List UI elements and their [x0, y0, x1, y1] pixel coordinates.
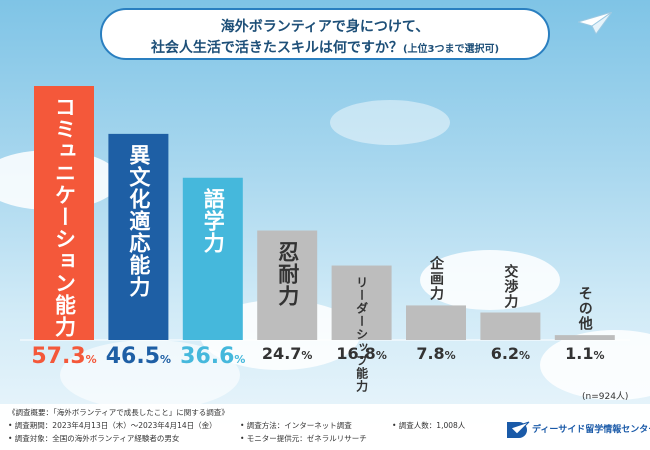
- survey-period: • 調査期間：2023年4月13日（木）〜2023年4月14日（金）: [8, 421, 217, 430]
- chart-title-line2: 社会人生活で活きたスキルは何ですか？(上位3つまで選択可): [102, 37, 548, 57]
- chart-title-line1: 海外ボランティアで身につけて、: [220, 19, 430, 35]
- bar-7: [480, 312, 541, 340]
- chart-title-subtitle: (上位3つまで選択可): [402, 44, 500, 55]
- bar-value-label: 7.8%: [396, 344, 476, 363]
- value-number: 7.8: [416, 344, 445, 363]
- bar-value-label: 6.2%: [470, 344, 550, 363]
- value-number: 46.5: [105, 344, 161, 369]
- bar-value-label: 1.1%: [545, 344, 625, 363]
- value-number: 36.6: [180, 344, 235, 369]
- bar-category-label: 異文化適応能力: [126, 143, 151, 298]
- value-unit: %: [519, 349, 531, 362]
- value-number: 57.3: [31, 344, 86, 369]
- bar-category-label: コミュニケーション能力: [52, 96, 77, 338]
- survey-heading: 《調査概要：「海外ボランティアで成長したこと」に関する調査》: [8, 408, 229, 417]
- value-unit: %: [301, 349, 313, 362]
- bar-3: [182, 177, 243, 340]
- value-number: 16.8: [336, 344, 376, 363]
- bar-value-label: 16.8%: [322, 344, 402, 363]
- chart-title-line2-main: 社会人生活で活きたスキルは何ですか？: [150, 40, 403, 56]
- bar-category-label: その他: [576, 286, 593, 332]
- bar-4: [257, 230, 318, 340]
- bar-category-label: 企画力: [428, 256, 444, 302]
- value-unit: %: [593, 349, 605, 362]
- bar-6: [406, 305, 466, 340]
- chart-title-box: 海外ボランティアで身につけて、 社会人生活で活きたスキルは何ですか？(上位3つま…: [100, 8, 550, 60]
- value-number: 6.2: [490, 344, 520, 363]
- value-unit: %: [160, 353, 172, 366]
- value-number: 1.1: [565, 344, 594, 363]
- paper-plane-icon: [578, 12, 612, 34]
- bar-category-label: 忍耐力: [275, 240, 300, 307]
- survey-count: • 調査人数：1,008人: [392, 421, 466, 430]
- value-number: 24.7: [261, 344, 302, 363]
- brand-logo-icon: [507, 421, 530, 438]
- bar-value-label: 36.6%: [173, 344, 253, 369]
- bar-5: [331, 265, 392, 340]
- bar-8: [554, 335, 615, 340]
- survey-provider: • モニター提供元：ゼネラルリサーチ: [240, 434, 367, 443]
- value-unit: %: [375, 349, 387, 362]
- bar-value-label: 46.5%: [98, 344, 178, 369]
- bar-chart: [34, 86, 615, 340]
- sample-size-note: (n=924人): [582, 392, 629, 402]
- bar-category-label: 語学力: [201, 187, 226, 254]
- value-unit: %: [444, 349, 456, 362]
- survey-method: • 調査方法：インターネット調査: [240, 421, 352, 430]
- bar-2: [108, 133, 169, 340]
- bar-1: [34, 86, 94, 340]
- survey-footer: 《調査概要：「海外ボランティアで成長したこと」に関する調査》 • 調査期間：20…: [0, 404, 650, 450]
- value-unit: %: [234, 353, 246, 366]
- bar-category-label: 交渉力: [502, 263, 519, 309]
- survey-target: • 調査対象：全国の海外ボランティア経験者の男女: [8, 434, 180, 443]
- bar-category-label: リーダーシップ能力: [354, 275, 369, 393]
- bar-value-label: 57.3%: [24, 344, 104, 369]
- bar-value-label: 24.7%: [247, 344, 327, 363]
- brand-name: ディーサイド留学情報センター: [532, 425, 650, 435]
- value-unit: %: [85, 353, 97, 366]
